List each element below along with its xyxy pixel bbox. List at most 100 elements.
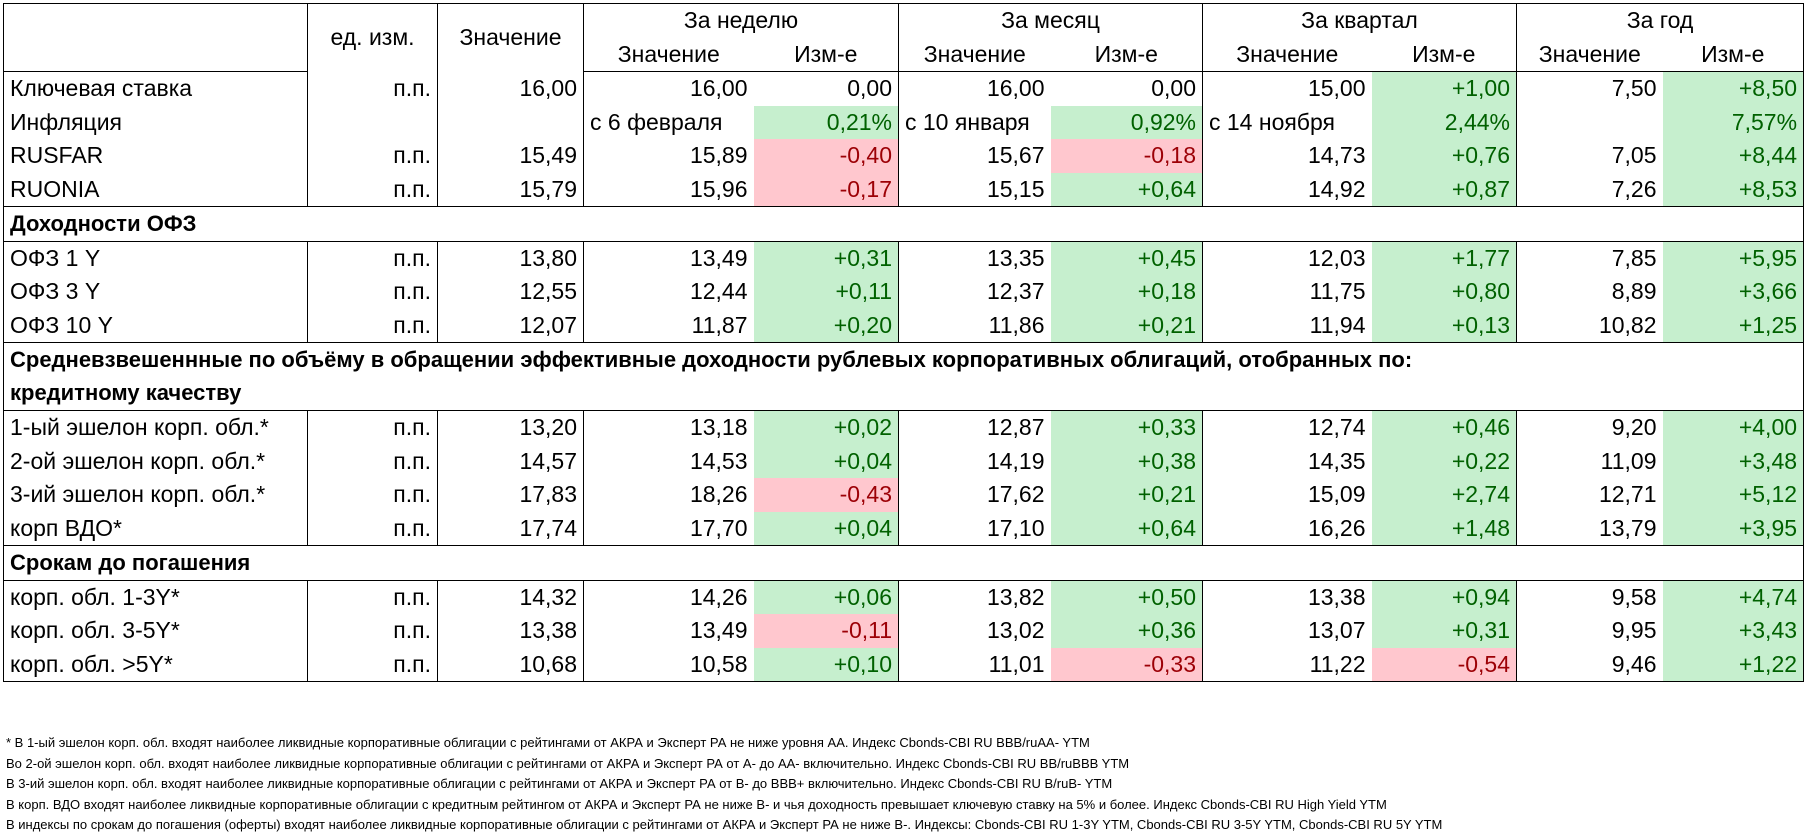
rates-table: ед. изм. Значение За неделю За месяц За …	[2, 3, 1805, 682]
period-change: +8,50	[1662, 71, 1805, 106]
row-value: 17,74	[437, 511, 584, 546]
row-label: корп ВДО*	[3, 511, 308, 546]
period-value: 7,85	[1611, 244, 1657, 271]
row-unit: п.п.	[307, 410, 438, 445]
period-change: +1,22	[1662, 647, 1805, 682]
row-value	[437, 105, 584, 139]
row-label: Инфляция	[3, 105, 308, 139]
period-change: -0,43	[753, 478, 899, 512]
row-value: 13,80	[437, 241, 584, 275]
period-value: 14,73	[1307, 142, 1366, 169]
period-change: +0,33	[1050, 410, 1203, 445]
period-value: 15,15	[898, 172, 1051, 207]
period-value: с 6 февраля	[590, 108, 723, 135]
period-change: +0,18	[1050, 275, 1203, 309]
period-change: +3,43	[1662, 614, 1805, 648]
row-value: 17,83	[437, 478, 584, 512]
period-change: +0,20	[753, 308, 899, 343]
period-value: 17,62	[986, 481, 1045, 508]
table-row: Инфляция с 6 февраля 0,21% с 10 января 0,92%…	[3, 105, 1805, 140]
row-unit: п.п.	[307, 511, 438, 546]
row-unit	[307, 105, 438, 139]
row-value: 15,79	[437, 172, 584, 207]
row-label: корп. обл. 1-3Y*	[3, 580, 308, 614]
sub-week-value: Значение	[583, 37, 754, 72]
period-change: +4,74	[1662, 580, 1805, 614]
section-title-corp: Средневзвешеннные по объёму в обращении …	[2, 342, 1805, 377]
table-row: RUSFAR п.п. 15,49 15,89 -0,40 15,67 -0,18 14,73…	[3, 139, 1805, 173]
period-change: +0,64	[1050, 511, 1203, 546]
period-value: 10,58	[583, 647, 754, 682]
row-unit: п.п.	[307, 614, 438, 648]
period-value: 7,50	[1611, 75, 1657, 102]
period-value: 16,26	[1202, 511, 1372, 546]
period-change: +5,12	[1662, 478, 1805, 512]
period-value	[1517, 106, 1663, 140]
period-change: +0,76	[1371, 139, 1518, 173]
section-header: Срокам до погашения	[2, 545, 1805, 581]
sub-quarter-change: Изм-е	[1371, 37, 1518, 72]
period-change: -0,54	[1371, 647, 1518, 682]
header-week: За неделю	[583, 3, 899, 38]
period-value: 11,87	[583, 308, 754, 343]
header-row-1: ед. изм. Значение За неделю За месяц За …	[3, 3, 1805, 72]
period-value: 12,74	[1307, 414, 1366, 441]
period-value: 13,38	[1307, 583, 1366, 610]
period-value: 9,95	[1611, 617, 1657, 644]
period-change: +0,22	[1371, 444, 1518, 478]
footnote: В корп. ВДО входят наиболее ликвидные ко…	[6, 796, 1387, 812]
period-value: 18,26	[689, 481, 748, 508]
period-value: 13,02	[986, 617, 1045, 644]
sub-year-value: Значение	[1516, 37, 1663, 72]
period-change: -0,11	[753, 614, 899, 648]
period-value: 11,01	[898, 647, 1051, 682]
row-unit: п.п.	[307, 444, 438, 478]
table-row: 2-ой эшелон корп. обл.* п.п. 14,57 14,53 +0,…	[3, 444, 1805, 478]
row-value: 12,55	[437, 275, 584, 309]
row-unit: п.п.	[307, 647, 438, 682]
footnote: Во 2-ой эшелон корп. обл. входят наиболе…	[6, 755, 1130, 771]
period-change: +5,95	[1662, 241, 1805, 275]
row-label: 2-ой эшелон корп. обл.*	[3, 444, 308, 478]
row-unit: п.п.	[307, 172, 438, 207]
row-unit: п.п.	[307, 139, 438, 173]
period-change: +0,87	[1371, 172, 1518, 207]
footnotes: * В 1-ый эшелон корп. обл. входят наибол…	[6, 733, 1796, 836]
period-value: 9,58	[1611, 583, 1657, 610]
period-change: 7,57%	[1662, 105, 1805, 139]
period-change: +0,02	[753, 410, 899, 445]
row-label: RUONIA	[3, 172, 308, 207]
row-label: RUSFAR	[3, 139, 308, 173]
row-value: 13,20	[437, 410, 584, 445]
row-label: 1-ый эшелон корп. обл.*	[3, 410, 308, 445]
period-change: +0,11	[753, 275, 899, 309]
period-change: +1,00	[1371, 71, 1518, 106]
period-value: 15,67	[986, 142, 1045, 169]
period-value: 7,05	[1611, 142, 1657, 169]
period-value: 12,71	[1598, 481, 1657, 508]
period-change: +0,46	[1371, 410, 1518, 445]
row-value: 12,07	[437, 308, 584, 343]
period-value: 9,46	[1516, 647, 1663, 682]
period-change: +0,38	[1050, 444, 1203, 478]
row-label: ОФЗ 1 Y	[3, 241, 308, 275]
period-change: +0,31	[753, 241, 899, 275]
period-change: +1,48	[1371, 511, 1518, 546]
row-value: 10,68	[437, 647, 584, 682]
period-change: +0,45	[1050, 241, 1203, 275]
section-header: Средневзвешеннные по объёму в обращении …	[2, 342, 1805, 377]
period-value: 11,86	[898, 308, 1051, 343]
period-value: 14,26	[689, 583, 748, 610]
period-change: +0,10	[753, 647, 899, 682]
row-value: 13,38	[437, 614, 584, 648]
table-row: корп. обл. 3-5Y* п.п. 13,38 13,49 -0,11 13,02…	[3, 614, 1805, 648]
row-label: ОФЗ 10 Y	[3, 308, 308, 343]
period-change: 0,21%	[753, 105, 899, 139]
section-subtitle-credit-quality: кредитному качеству	[2, 376, 1805, 411]
row-unit: п.п.	[307, 478, 438, 512]
period-value: 11,09	[1600, 447, 1657, 474]
period-change: +0,36	[1050, 614, 1203, 648]
period-change: 0,92%	[1050, 105, 1203, 139]
